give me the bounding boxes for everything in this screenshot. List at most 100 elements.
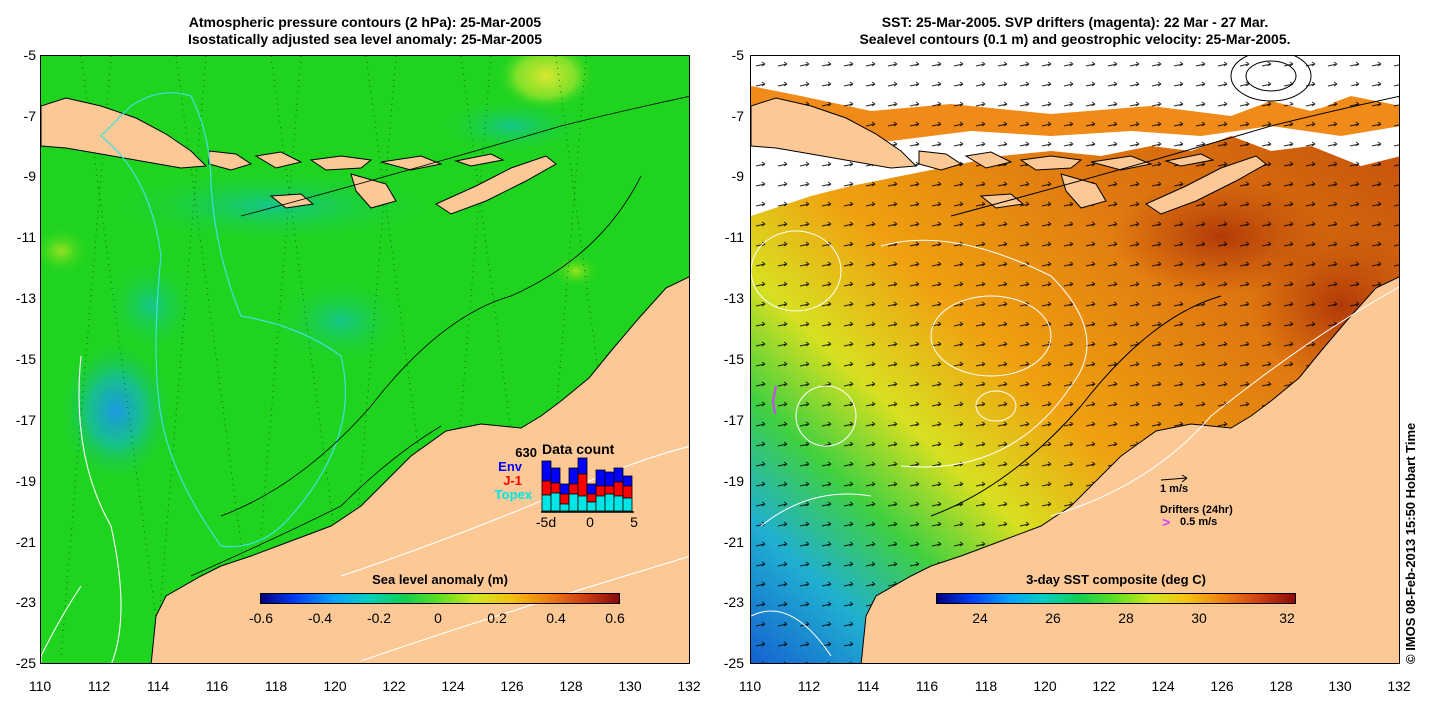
x-tick: 132 bbox=[1387, 678, 1411, 694]
sea-level-low-anomaly bbox=[56, 336, 176, 486]
x-tick: 116 bbox=[205, 678, 229, 694]
right-title-line2: Sealevel contours (0.1 m) and geostrophi… bbox=[859, 31, 1291, 47]
source-topex-label: Topex bbox=[494, 487, 532, 502]
x-tick: 122 bbox=[382, 678, 406, 694]
anomaly-region bbox=[551, 253, 601, 289]
x-tick: 110 bbox=[28, 678, 52, 694]
y-tick: -19 bbox=[723, 473, 744, 489]
y-tick: -5 bbox=[731, 47, 744, 63]
sst-svg bbox=[751, 56, 1399, 663]
australia-landmass bbox=[150, 276, 689, 663]
y-tick: -17 bbox=[723, 412, 744, 428]
x-tick: 130 bbox=[1328, 678, 1352, 694]
x-tick: 114 bbox=[146, 678, 170, 694]
y-tick: -25 bbox=[723, 655, 744, 671]
colorbar-label: 3-day SST composite (deg C) bbox=[1026, 572, 1206, 587]
source-env-label: Env bbox=[498, 459, 522, 474]
y-tick: -5 bbox=[23, 47, 36, 63]
australia-landmass bbox=[860, 276, 1399, 663]
colorbar-tick: 28 bbox=[1118, 610, 1134, 626]
y-tick: -13 bbox=[723, 290, 744, 306]
colorbar-tick: -0.6 bbox=[248, 610, 274, 626]
x-tick: 124 bbox=[1151, 678, 1175, 694]
y-tick: -23 bbox=[15, 594, 36, 610]
left-title-line1: Atmospheric pressure contours (2 hPa): 2… bbox=[188, 14, 542, 30]
drifters-label: Drifters (24hr) bbox=[1160, 504, 1233, 516]
y-tick: -21 bbox=[723, 534, 744, 550]
y-tick: -15 bbox=[723, 351, 744, 367]
y-tick: -19 bbox=[15, 473, 36, 489]
right-title-line1: SST: 25-Mar-2005. SVP drifters (magenta)… bbox=[881, 14, 1269, 30]
x-tick: 128 bbox=[1269, 678, 1293, 694]
y-tick: -11 bbox=[16, 229, 36, 245]
colorbar-tick: -0.2 bbox=[366, 610, 392, 626]
left-title-line2: Isostatically adjusted sea level anomaly… bbox=[187, 31, 543, 47]
data-count-title: Data count bbox=[542, 441, 615, 457]
y-tick: -25 bbox=[15, 655, 36, 671]
x-tick: 110 bbox=[738, 678, 762, 694]
x-tick: 118 bbox=[264, 678, 288, 694]
x-tick: 130 bbox=[618, 678, 642, 694]
colorbar-tick: 0.2 bbox=[487, 610, 507, 626]
y-tick: -7 bbox=[23, 108, 36, 124]
anomaly-region bbox=[271, 276, 411, 366]
histogram-tick: 0 bbox=[586, 514, 594, 530]
indonesian-islands bbox=[751, 97, 1267, 215]
data-count-histogram bbox=[541, 457, 634, 513]
colorbar-gradient bbox=[260, 593, 620, 604]
colorbar-tick: 24 bbox=[972, 610, 988, 626]
sea-level-anomaly-map bbox=[40, 55, 690, 664]
y-tick: -13 bbox=[15, 290, 36, 306]
x-tick: 118 bbox=[974, 678, 998, 694]
y-tick: -17 bbox=[15, 412, 36, 428]
histogram-tick: -5d bbox=[535, 514, 557, 530]
indonesian-islands bbox=[41, 97, 557, 215]
colorbar-tick: 0 bbox=[434, 610, 442, 626]
y-tick: -15 bbox=[15, 351, 36, 367]
drifter-arrow-icon: > bbox=[1162, 514, 1171, 530]
colorbar-tick: -0.4 bbox=[307, 610, 333, 626]
x-tick: 120 bbox=[1033, 678, 1057, 694]
anomaly-region bbox=[91, 166, 451, 246]
x-tick: 112 bbox=[797, 678, 821, 694]
y-tick: -7 bbox=[731, 108, 744, 124]
sea-level-high-anomaly bbox=[496, 56, 596, 111]
left-panel-title: Atmospheric pressure contours (2 hPa): 2… bbox=[40, 14, 690, 48]
y-tick: -23 bbox=[723, 594, 744, 610]
x-tick: 112 bbox=[87, 678, 111, 694]
x-tick: 114 bbox=[856, 678, 880, 694]
colorbar-gradient bbox=[936, 593, 1296, 604]
anomaly-region bbox=[41, 226, 91, 276]
colorbar-tick: 0.6 bbox=[605, 610, 625, 626]
sst-map bbox=[750, 55, 1400, 664]
sea-level-anomaly-svg bbox=[41, 56, 689, 663]
drifters-scale-label: 0.5 m/s bbox=[1180, 516, 1218, 528]
colorbar-tick: 0.4 bbox=[546, 610, 566, 626]
x-tick: 126 bbox=[1210, 678, 1234, 694]
colorbar-tick: 32 bbox=[1279, 610, 1295, 626]
y-tick: -9 bbox=[731, 168, 744, 184]
copyright-text: © IMOS 08-Feb-2013 15:50 Hobart Time bbox=[1403, 422, 1418, 664]
x-tick: 122 bbox=[1092, 678, 1116, 694]
colorbar-tick: 30 bbox=[1191, 610, 1207, 626]
x-tick: 126 bbox=[500, 678, 524, 694]
colorbar-label: Sea level anomaly (m) bbox=[372, 572, 508, 587]
x-tick: 116 bbox=[915, 678, 939, 694]
x-tick: 132 bbox=[677, 678, 701, 694]
data-count-total: 630 bbox=[515, 445, 537, 460]
source-j1-label: J-1 bbox=[503, 473, 522, 488]
velocity-arrow-icon bbox=[1160, 474, 1188, 483]
y-tick: -21 bbox=[15, 534, 36, 550]
y-tick: -11 bbox=[724, 229, 744, 245]
anomaly-region bbox=[431, 96, 591, 156]
svp-drifter-track bbox=[771, 385, 777, 415]
x-tick: 128 bbox=[559, 678, 583, 694]
right-panel-title: SST: 25-Mar-2005. SVP drifters (magenta)… bbox=[750, 14, 1400, 48]
y-tick: -9 bbox=[23, 168, 36, 184]
histogram-tick: 5 bbox=[630, 514, 638, 530]
x-tick: 120 bbox=[323, 678, 347, 694]
x-tick: 124 bbox=[441, 678, 465, 694]
anomaly-region bbox=[101, 256, 201, 356]
velocity-scale-label: 1 m/s bbox=[1160, 483, 1189, 495]
sea-level-contours bbox=[751, 67, 1399, 657]
